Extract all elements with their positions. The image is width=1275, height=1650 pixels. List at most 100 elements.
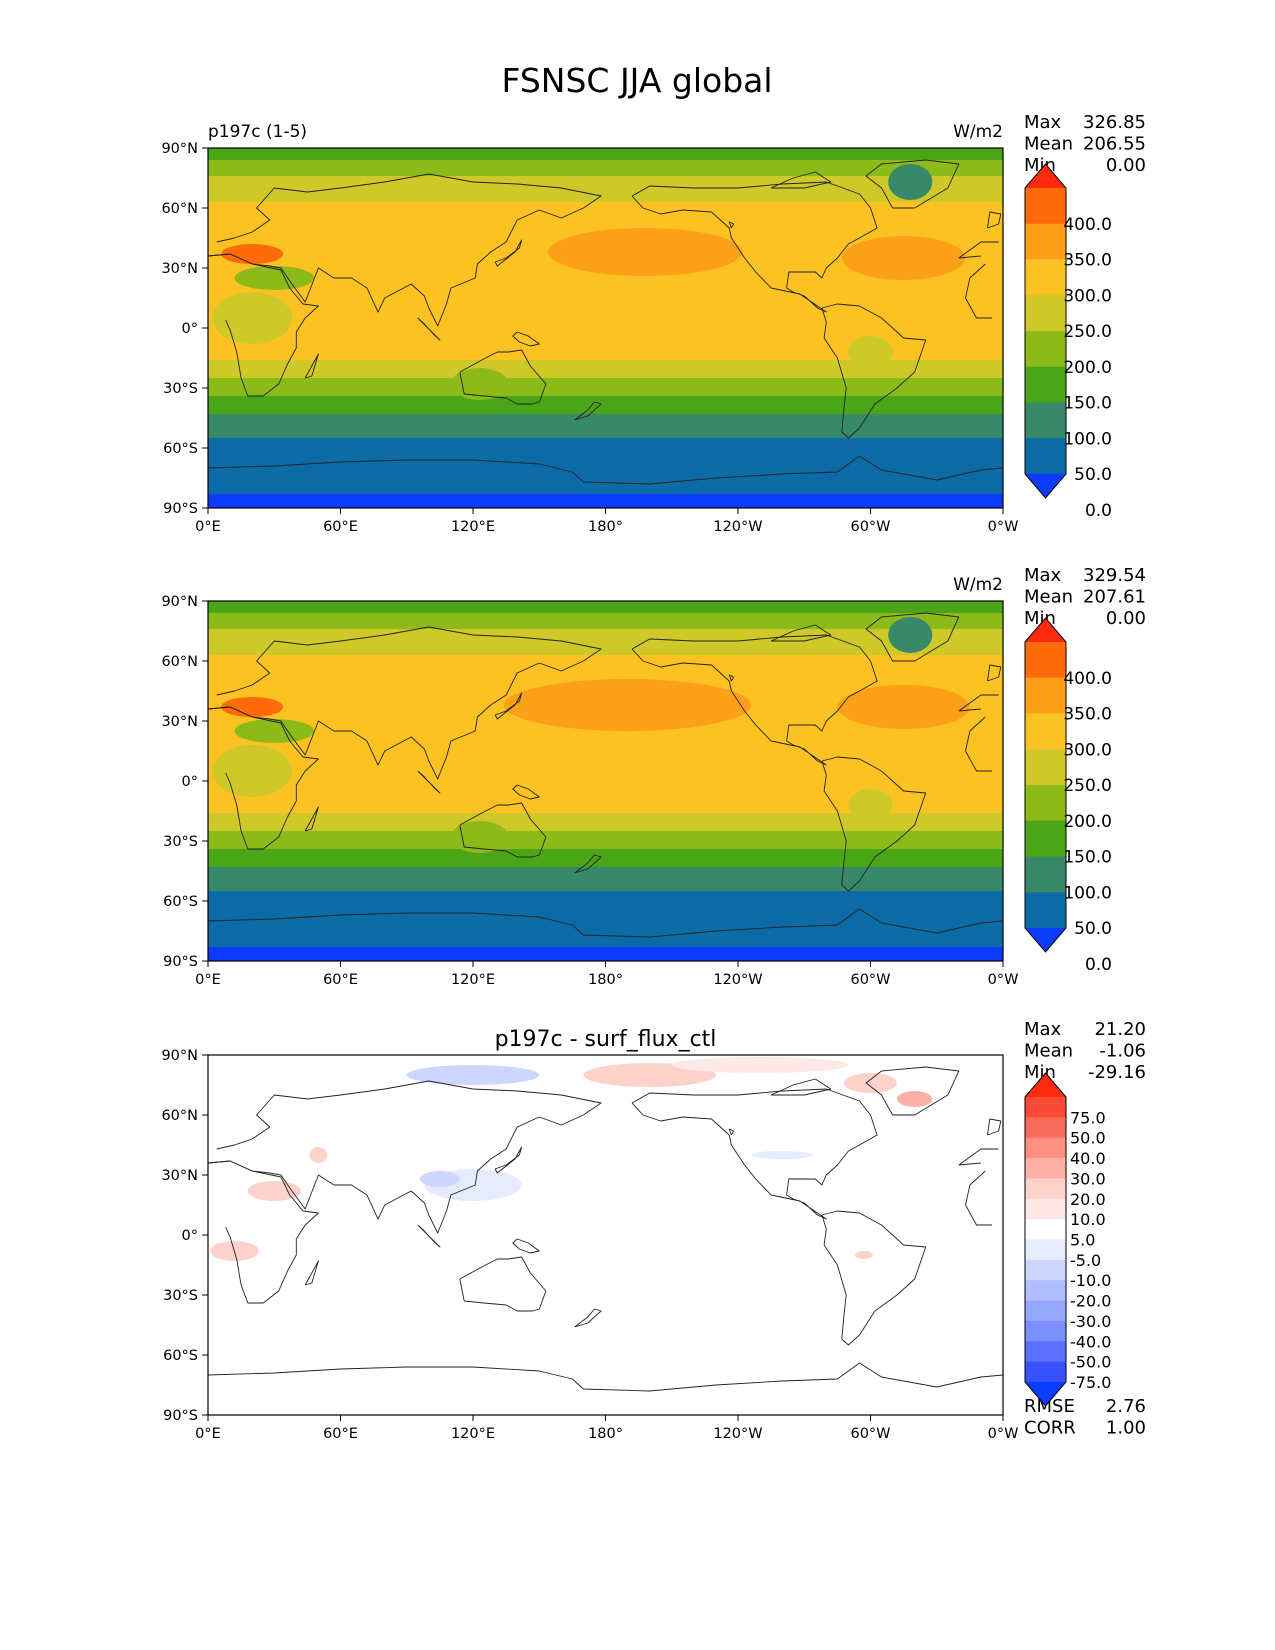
colorbar-extend-top [1025, 1073, 1066, 1097]
contour-band [208, 831, 1003, 849]
stat-value: 326.85 [1083, 112, 1146, 133]
x-tick-label: 60°W [850, 1426, 890, 1442]
colorbar-segment [1025, 1097, 1066, 1118]
colorbar-extend-bottom [1025, 928, 1066, 952]
coastline [821, 1210, 927, 1346]
contour-band [208, 849, 1003, 867]
coastline [417, 317, 441, 341]
contour-region [751, 1151, 814, 1159]
coastline [417, 770, 441, 794]
coastline [631, 181, 878, 313]
y-tick-label: 30°N [161, 261, 198, 277]
colorbar-tick-label: 250.0 [1063, 776, 1112, 796]
coastline [865, 159, 960, 209]
y-tick-label: 60°S [163, 1348, 198, 1364]
colorbar-tick-label: -40.0 [1070, 1332, 1111, 1351]
colorbar-segment [1025, 642, 1066, 679]
colorbar: 400.0 350.0 300.0 250.0 200.0 150.0 100.0 50.0 0… [1024, 163, 1112, 521]
coastline [459, 802, 547, 858]
y-tick-label: 60°N [161, 1108, 198, 1124]
colorbar-segment [1025, 820, 1066, 857]
contour-region [420, 1171, 460, 1187]
y-tick-label: 90°N [161, 1048, 198, 1064]
contour-band [208, 891, 1003, 947]
y-tick-label: 90°S [163, 501, 198, 517]
panel-units: W/m2 [953, 122, 1003, 142]
y-tick-label: 0° [182, 774, 198, 790]
contour-band [208, 360, 1003, 378]
colorbar-tick-label: 50.0 [1074, 919, 1112, 939]
colorbar-tick-label: -75.0 [1070, 1373, 1111, 1392]
coastline [512, 1238, 540, 1254]
colorbar-segment [1025, 223, 1066, 260]
contour-region [897, 1091, 933, 1107]
contour-region [548, 228, 743, 276]
contour-region [234, 719, 314, 743]
colorbar-segment [1025, 402, 1066, 439]
coastline [304, 353, 319, 379]
y-tick-label: 30°S [163, 834, 198, 850]
x-tick-label: 120°W [713, 519, 762, 535]
coastline [304, 1260, 319, 1286]
coastline [728, 1128, 735, 1136]
colorbar-tick-label: 200.0 [1063, 812, 1112, 832]
colorbar-tick-label: 0.0 [1085, 501, 1112, 521]
y-tick-label: 0° [182, 321, 198, 337]
y-tick-label: 90°S [163, 954, 198, 970]
coastline [494, 1146, 523, 1174]
panel-2: 0°E 60°E 120°E 180° 120°W 60°W 0°W 90°N 60°N 30°N… [161, 565, 1146, 988]
contour-region [450, 368, 509, 400]
x-tick-label: 120°E [451, 519, 495, 535]
stat-label: Mean [1024, 1041, 1073, 1062]
coastline [208, 173, 999, 327]
coastline [770, 624, 832, 642]
coastline [208, 908, 1003, 938]
colorbar-tick-label: 75.0 [1070, 1108, 1106, 1127]
coastline [208, 1160, 992, 1304]
x-tick-label: 120°W [713, 972, 762, 988]
stat-value: 0.00 [1106, 608, 1146, 629]
colorbar-segment [1025, 1158, 1066, 1179]
colorbar-segment [1025, 1320, 1066, 1342]
contour-region [221, 697, 284, 717]
colorbar-segment [1025, 259, 1066, 296]
y-tick-label: 0° [182, 1228, 198, 1244]
x-tick-label: 180° [588, 972, 623, 988]
stat-value: 207.61 [1083, 587, 1146, 608]
stat-value: 21.20 [1094, 1019, 1146, 1040]
colorbar-tick-label: 300.0 [1063, 286, 1112, 306]
colorbar-extend-top [1025, 618, 1066, 642]
colorbar-tick-label: -50.0 [1070, 1353, 1111, 1372]
stat-label: Mean [1024, 134, 1073, 155]
contour-band [208, 414, 1003, 438]
coastline [987, 211, 1002, 229]
colorbar-tick-label: 400.0 [1063, 669, 1112, 689]
stat-value: 206.55 [1083, 134, 1146, 155]
coastline [574, 854, 602, 874]
x-tick-label: 60°W [850, 519, 890, 535]
x-tick-label: 0°E [195, 519, 221, 535]
stat-value: -1.06 [1099, 1041, 1146, 1062]
colorbar-segment [1025, 1178, 1066, 1200]
colorbar-tick-label: 250.0 [1063, 322, 1112, 342]
contour-region [212, 292, 292, 344]
coastline [208, 253, 992, 397]
contour-band [208, 438, 1003, 494]
colorbar-tick-label: 100.0 [1063, 429, 1112, 449]
y-tick-label: 30°S [163, 381, 198, 397]
map-field [208, 148, 1003, 508]
colorbar-tick-label: 150.0 [1063, 394, 1112, 414]
y-tick-label: 30°N [161, 714, 198, 730]
colorbar-tick-label: 10.0 [1070, 1210, 1106, 1229]
map-background [208, 1055, 1003, 1415]
colorbar-tick-label: 350.0 [1063, 251, 1112, 271]
stat-value: 329.54 [1083, 565, 1146, 586]
contour-region [212, 745, 292, 797]
coastline [821, 303, 927, 439]
contour-band [208, 613, 1003, 629]
coastline [494, 692, 523, 720]
x-tick-label: 60°E [323, 519, 358, 535]
y-tick-label: 60°N [161, 654, 198, 670]
colorbar-extend-bottom [1025, 1382, 1066, 1406]
